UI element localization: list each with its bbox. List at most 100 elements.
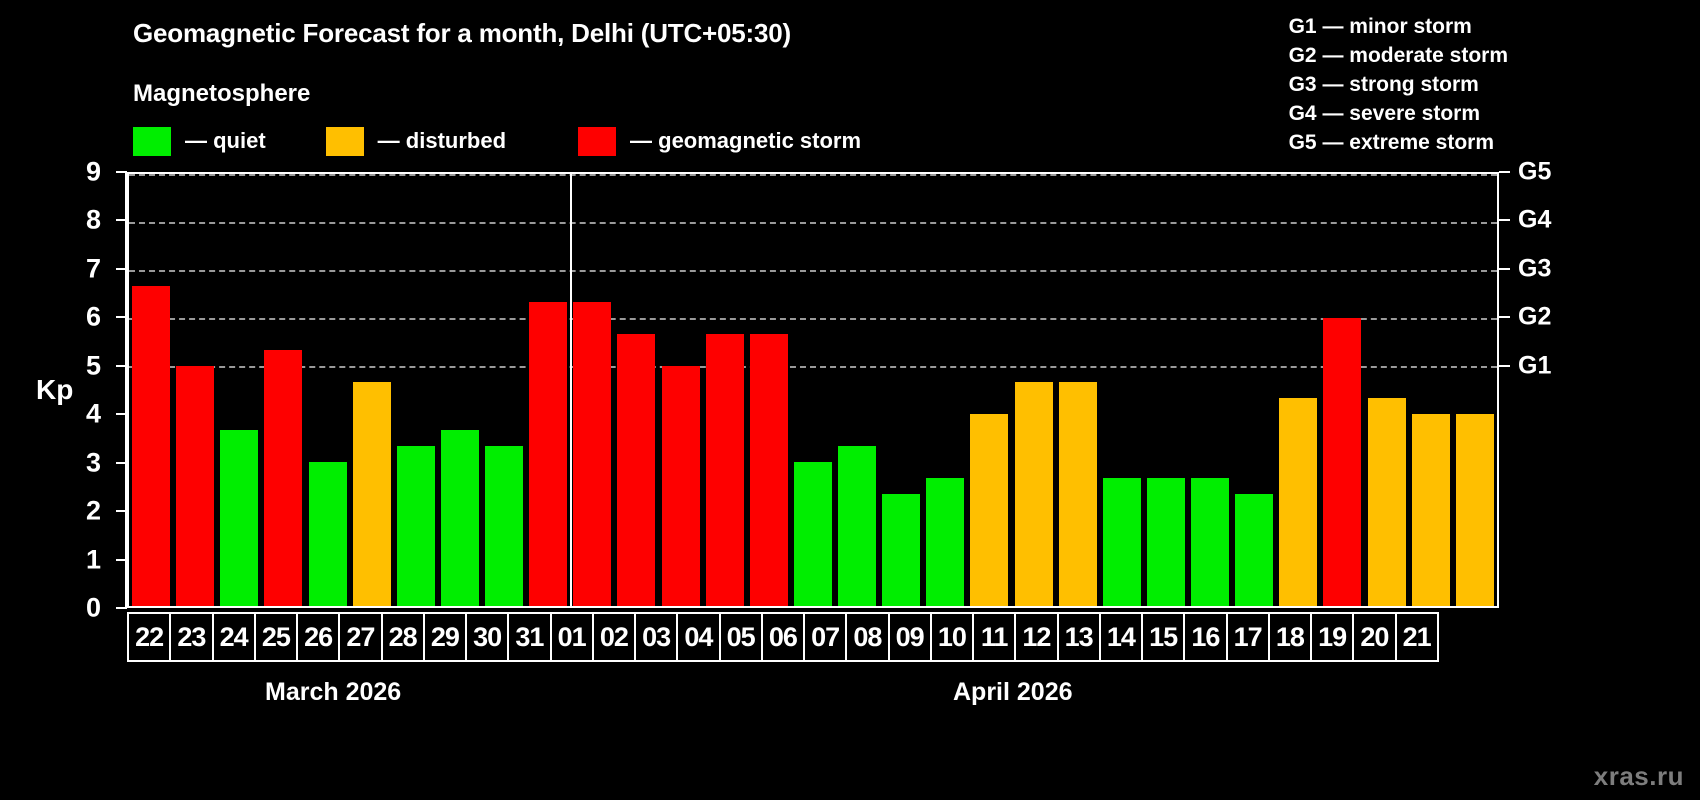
day-label-18[interactable]: 18 (1267, 612, 1312, 662)
bar-day-15[interactable] (1191, 477, 1230, 606)
bar-day-22[interactable] (132, 285, 171, 606)
bar-slot[interactable] (482, 174, 526, 606)
bar-day-06[interactable] (793, 462, 832, 606)
y-tick-mark-9 (116, 171, 127, 173)
day-label-06[interactable]: 06 (760, 612, 805, 662)
bar-day-24[interactable] (220, 429, 259, 606)
gridlines (129, 174, 1497, 606)
bar-slot[interactable] (1409, 174, 1453, 606)
bar-day-13[interactable] (1102, 477, 1141, 606)
bar-slot[interactable] (1012, 174, 1056, 606)
day-label-25[interactable]: 25 (253, 612, 298, 662)
bar-slot[interactable] (217, 174, 261, 606)
bar-day-01[interactable] (573, 302, 612, 606)
bar-slot[interactable] (1453, 174, 1497, 606)
bar-day-25[interactable] (264, 350, 303, 606)
day-label-12[interactable]: 12 (1014, 612, 1059, 662)
day-label-01[interactable]: 01 (549, 612, 594, 662)
day-label-24[interactable]: 24 (211, 612, 256, 662)
bar-slot[interactable] (1276, 174, 1320, 606)
bar-slot[interactable] (1188, 174, 1232, 606)
bar-slot[interactable] (129, 174, 173, 606)
day-label-04[interactable]: 04 (676, 612, 721, 662)
day-label-08[interactable]: 08 (845, 612, 890, 662)
day-label-21[interactable]: 21 (1394, 612, 1439, 662)
bar-day-09[interactable] (926, 477, 965, 606)
day-label-29[interactable]: 29 (422, 612, 467, 662)
bar-slot[interactable] (791, 174, 835, 606)
bar-slot[interactable] (1320, 174, 1364, 606)
bar-day-16[interactable] (1235, 494, 1274, 606)
day-label-30[interactable]: 30 (465, 612, 510, 662)
bar-day-02[interactable] (617, 333, 656, 606)
legend-swatch-storm (578, 126, 617, 156)
day-label-31[interactable]: 31 (507, 612, 552, 662)
day-label-15[interactable]: 15 (1141, 612, 1186, 662)
day-label-05[interactable]: 05 (718, 612, 763, 662)
day-label-13[interactable]: 13 (1056, 612, 1101, 662)
bar-day-21[interactable] (1455, 414, 1494, 606)
bar-slot[interactable] (1144, 174, 1188, 606)
day-label-22[interactable]: 22 (127, 612, 172, 662)
bar-slot[interactable] (438, 174, 482, 606)
y-tick-mark-6 (116, 316, 127, 319)
bar-day-29[interactable] (440, 429, 479, 606)
day-label-03[interactable]: 03 (634, 612, 679, 662)
day-label-14[interactable]: 14 (1098, 612, 1143, 662)
bar-day-11[interactable] (1014, 381, 1053, 606)
bar-day-19[interactable] (1367, 398, 1406, 606)
bar-day-23[interactable] (176, 366, 215, 606)
bar-day-26[interactable] (308, 462, 347, 606)
bar-slot[interactable] (350, 174, 394, 606)
day-label-16[interactable]: 16 (1183, 612, 1228, 662)
bar-slot[interactable] (526, 174, 570, 606)
day-label-27[interactable]: 27 (338, 612, 383, 662)
bar-slot[interactable] (1365, 174, 1409, 606)
bar-slot[interactable] (570, 174, 614, 606)
bar-day-08[interactable] (882, 494, 921, 606)
bar-slot[interactable] (835, 174, 879, 606)
bar-day-03[interactable] (661, 366, 700, 606)
bar-slot[interactable] (394, 174, 438, 606)
day-label-07[interactable]: 07 (803, 612, 848, 662)
bar-slot[interactable] (879, 174, 923, 606)
bar-day-31[interactable] (529, 302, 568, 606)
y-tick-mark-2 (116, 510, 127, 513)
bar-day-17[interactable] (1279, 398, 1318, 606)
bar-day-07[interactable] (838, 446, 877, 606)
bar-slot[interactable] (703, 174, 747, 606)
day-label-23[interactable]: 23 (169, 612, 214, 662)
bar-slot[interactable] (1232, 174, 1276, 606)
day-label-28[interactable]: 28 (380, 612, 425, 662)
day-label-26[interactable]: 26 (296, 612, 341, 662)
bar-day-28[interactable] (396, 446, 435, 606)
bar-slot[interactable] (261, 174, 305, 606)
day-label-20[interactable]: 20 (1352, 612, 1397, 662)
bar-slot[interactable] (173, 174, 217, 606)
bar-day-14[interactable] (1146, 477, 1185, 606)
bar-slot[interactable] (306, 174, 350, 606)
day-label-10[interactable]: 10 (929, 612, 974, 662)
bar-day-30[interactable] (485, 446, 524, 606)
bar-day-04[interactable] (705, 333, 744, 606)
bar-day-12[interactable] (1058, 381, 1097, 606)
day-label-02[interactable]: 02 (591, 612, 636, 662)
bar-slot[interactable] (1056, 174, 1100, 606)
bar-day-10[interactable] (970, 414, 1009, 606)
plot-area (127, 172, 1499, 608)
day-label-19[interactable]: 19 (1310, 612, 1355, 662)
day-label-09[interactable]: 09 (887, 612, 932, 662)
bar-slot[interactable] (923, 174, 967, 606)
bar-slot[interactable] (1100, 174, 1144, 606)
bar-day-18[interactable] (1323, 318, 1362, 606)
bar-day-27[interactable] (352, 381, 391, 606)
bar-slot[interactable] (659, 174, 703, 606)
bar-day-20[interactable] (1411, 414, 1450, 606)
bar-day-05[interactable] (749, 333, 788, 606)
day-label-11[interactable]: 11 (972, 612, 1017, 662)
bar-slot[interactable] (614, 174, 658, 606)
bar-slot[interactable] (967, 174, 1011, 606)
day-label-17[interactable]: 17 (1225, 612, 1270, 662)
bar-slot[interactable] (747, 174, 791, 606)
